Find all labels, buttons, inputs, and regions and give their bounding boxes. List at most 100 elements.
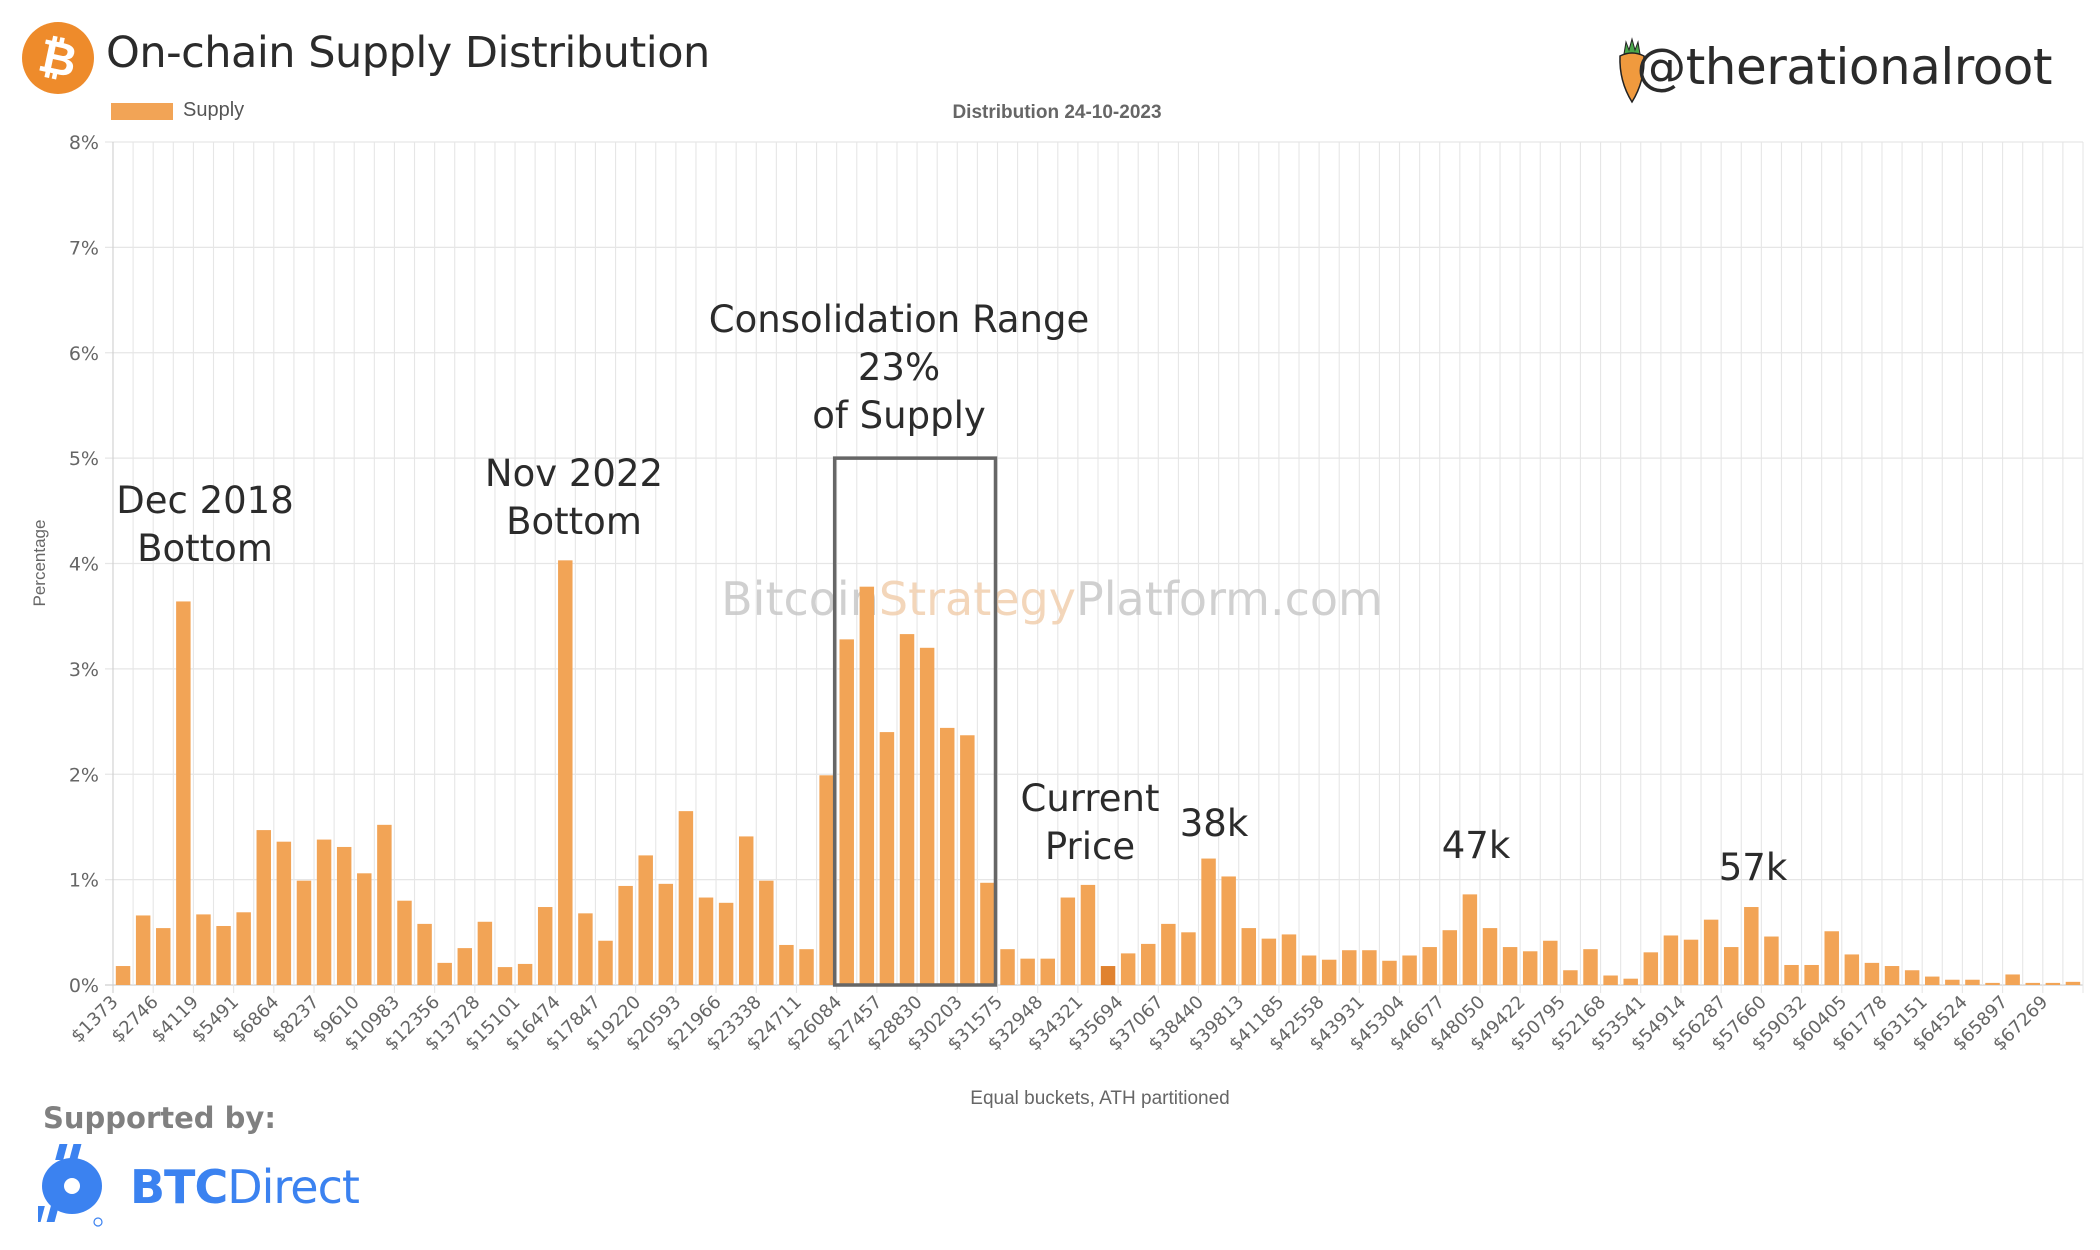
bar-18 — [477, 921, 493, 985]
annotation-label: 23% — [858, 346, 940, 389]
bar-91 — [1945, 979, 1960, 985]
bar-83 — [1784, 964, 1799, 985]
bar-57 — [1261, 938, 1277, 985]
bar-82 — [1764, 936, 1779, 985]
bar-17 — [457, 948, 473, 985]
watermark-part2: Strategy — [879, 572, 1076, 626]
bar-84 — [1804, 964, 1819, 985]
annotation-label: 57k — [1719, 846, 1788, 889]
bar-45 — [1020, 958, 1035, 985]
sponsor-name-bold: BTC — [130, 1160, 228, 1214]
bar-43 — [980, 882, 995, 985]
bar-31 — [738, 836, 754, 985]
bar-97 — [2065, 981, 2081, 985]
bar-1 — [135, 915, 151, 985]
bitcoin-icon: ₿ — [22, 22, 94, 94]
bar-53 — [1181, 932, 1196, 985]
bar-12 — [357, 873, 372, 985]
bar-68 — [1482, 928, 1498, 985]
annotation-label: Bottom — [137, 527, 273, 570]
x-ticks: $1373$2746$4119$5491$6864$8237$9610$1098… — [67, 992, 2052, 1055]
annotation-label: Dec 2018 — [116, 479, 294, 522]
annotation-label: of Supply — [812, 394, 986, 437]
bar-62 — [1362, 950, 1377, 985]
bar-48 — [1080, 884, 1096, 985]
sponsor-name: BTCDirect — [130, 1160, 360, 1214]
page-title: On-chain Supply Distribution — [106, 28, 710, 78]
bar-66 — [1442, 930, 1458, 985]
bar-23 — [578, 913, 593, 985]
bar-87 — [1864, 962, 1880, 985]
bar-63 — [1382, 960, 1397, 985]
bar-94 — [2005, 974, 2020, 985]
bar-2 — [156, 928, 171, 985]
bar-61 — [1342, 950, 1357, 985]
supported-by-label: Supported by: — [43, 1101, 276, 1135]
bar-38 — [879, 732, 895, 985]
grid-lines — [105, 141, 2084, 993]
annotation-label: Bottom — [506, 500, 642, 543]
y-tick-label: 4% — [69, 554, 99, 576]
bar-9 — [296, 880, 312, 985]
bar-7 — [256, 830, 272, 985]
annotations: Dec 2018 Bottom Nov 2022 Bottom Consolidatio… — [116, 298, 1788, 889]
annotation-label: Consolidation Range — [709, 298, 1089, 341]
bar-64 — [1402, 955, 1417, 985]
y-tick-label: 6% — [69, 343, 99, 365]
bar-65 — [1422, 947, 1437, 985]
bar-30 — [718, 902, 734, 985]
bar-15 — [417, 923, 432, 985]
legend-label-supply[interactable]: Supply — [183, 99, 245, 121]
bar-28 — [678, 811, 694, 985]
bar-59 — [1301, 955, 1317, 985]
bar-36 — [839, 639, 854, 985]
bar-34 — [799, 949, 814, 985]
bars — [115, 560, 2081, 985]
bar-21 — [537, 907, 553, 985]
y-tick-label: 3% — [69, 659, 99, 681]
bar-8 — [276, 841, 292, 985]
x-axis-title: Equal buckets, ATH partitioned — [970, 1088, 1230, 1109]
bar-20 — [517, 963, 533, 985]
bar-81 — [1744, 907, 1759, 985]
bar-78 — [1683, 939, 1699, 985]
bar-52 — [1161, 923, 1176, 985]
bar-44 — [1000, 949, 1015, 985]
bar-93 — [1985, 982, 2000, 985]
bar-86 — [1844, 954, 1860, 985]
bar-5 — [216, 925, 231, 985]
watermark: BitcoinStrategyPlatform.com — [721, 572, 1383, 626]
annotation-label: Nov 2022 — [485, 452, 663, 495]
bar-60 — [1321, 959, 1337, 985]
y-ticks: 0% 1% 2% 3% 4% 5% 6% 7% 8% — [69, 132, 99, 997]
bar-72 — [1563, 970, 1578, 985]
y-tick-label: 1% — [69, 870, 99, 892]
author-handle: @therationalroot — [1636, 38, 2052, 96]
supply-bar-chart: BitcoinStrategyPlatform.com 0% 1% 2% 3% 4% 5%… — [67, 132, 2084, 1055]
bar-96 — [2045, 982, 2061, 985]
consolidation-box — [832, 456, 998, 987]
bar-47 — [1060, 897, 1076, 985]
bar-75 — [1623, 978, 1638, 985]
bar-90 — [1924, 976, 1940, 985]
bar-6 — [236, 912, 251, 985]
bar-76 — [1643, 952, 1659, 985]
annotation-label: 38k — [1180, 802, 1249, 845]
bar-16 — [437, 962, 452, 985]
watermark-part3: Platform.com — [1076, 572, 1383, 626]
bar-67 — [1462, 894, 1478, 985]
annotation-label: 47k — [1442, 824, 1511, 867]
legend-swatch-supply[interactable] — [111, 103, 173, 120]
bar-92 — [1965, 979, 1980, 985]
btc-direct-logo-icon — [38, 1144, 103, 1227]
bar-54 — [1201, 858, 1216, 985]
bar-27 — [658, 883, 674, 985]
bar-51 — [1141, 943, 1156, 985]
sponsor-name-light: Direct — [227, 1160, 360, 1214]
chart-subtitle: Distribution 24-10-2023 — [952, 102, 1162, 123]
watermark-part1: Bitcoin — [721, 572, 879, 626]
bar-58 — [1281, 934, 1297, 985]
bar-80 — [1723, 947, 1739, 985]
bar-41 — [939, 727, 955, 985]
bar-37 — [859, 586, 875, 985]
